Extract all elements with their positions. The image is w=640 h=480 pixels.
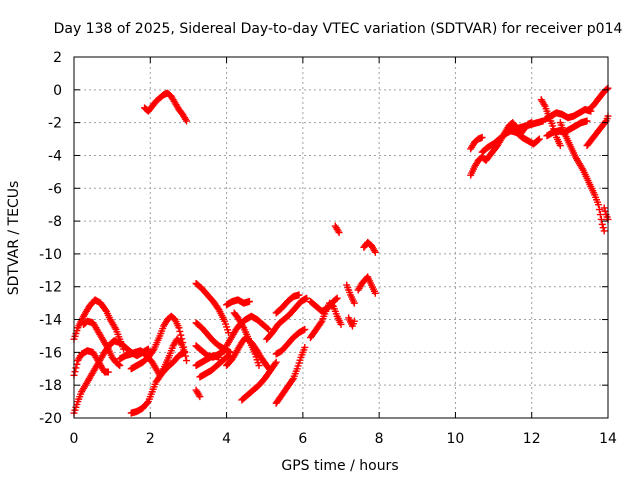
data-point — [603, 85, 611, 93]
data-point — [317, 319, 325, 327]
data-point — [116, 361, 124, 369]
data-point — [177, 331, 185, 339]
x-tick-labels: 0 2 4 6 8 10 12 14 — [70, 431, 617, 447]
data-point — [72, 364, 80, 372]
data-point — [478, 133, 486, 141]
data-point — [175, 324, 183, 332]
data-point — [245, 297, 253, 305]
data-point — [303, 294, 311, 302]
x-tick-label: 6 — [298, 431, 307, 447]
data-point — [224, 352, 232, 360]
data-point — [597, 215, 605, 223]
data-marks — [70, 84, 612, 417]
x-tick-label: 10 — [447, 431, 465, 447]
data-point — [301, 343, 309, 351]
data-point — [221, 347, 229, 355]
y-tick-label: -18 — [39, 378, 62, 394]
data-point — [371, 248, 379, 256]
axis-ticks — [73, 56, 609, 419]
x-tick-label: 12 — [523, 431, 541, 447]
data-point — [143, 399, 151, 407]
data-point — [71, 368, 79, 376]
data-point — [73, 360, 81, 368]
y-tick-label: 0 — [53, 83, 62, 99]
data-point — [149, 346, 157, 354]
data-point — [215, 353, 223, 361]
data-point — [179, 339, 187, 347]
y-tick-label: -10 — [39, 247, 62, 263]
y-tick-label: -14 — [39, 313, 62, 329]
data-point — [288, 376, 296, 384]
x-axis-label: GPS time / hours — [281, 458, 398, 474]
data-point — [535, 135, 543, 143]
data-point — [371, 289, 379, 297]
data-point — [115, 361, 123, 369]
data-point — [534, 136, 542, 144]
data-point — [255, 361, 263, 369]
y-tick-label: -12 — [39, 280, 62, 296]
x-tick-label: 0 — [70, 431, 79, 447]
data-point — [180, 343, 188, 351]
data-point — [583, 117, 591, 125]
data-point — [295, 291, 303, 299]
data-point — [301, 325, 309, 333]
data-point — [183, 357, 191, 365]
y-tick-label: -8 — [48, 214, 62, 230]
x-tick-label: 8 — [375, 431, 384, 447]
data-point — [271, 360, 279, 368]
data-point — [183, 117, 191, 125]
y-tick-label: -20 — [39, 411, 62, 427]
y-tick-label: -2 — [48, 116, 62, 132]
chart-title: Day 138 of 2025, Sidereal Day-to-day VTE… — [54, 21, 623, 37]
data-point — [337, 320, 345, 328]
data-point — [350, 317, 358, 325]
data-point — [595, 206, 603, 214]
y-tick-labels: -20-18-16-14-12-10-8-6-4-202 — [39, 50, 62, 427]
y-tick-label: 2 — [53, 50, 62, 66]
data-point — [600, 204, 608, 212]
y-tick-label: -16 — [39, 345, 62, 361]
data-point — [598, 220, 606, 228]
data-point — [264, 325, 272, 333]
data-point — [272, 358, 280, 366]
data-point — [333, 294, 341, 302]
data-point — [335, 229, 343, 237]
data-point — [601, 207, 609, 215]
data-point — [104, 368, 112, 376]
x-tick-label: 2 — [146, 431, 155, 447]
plot-frame — [73, 56, 609, 419]
data-point — [594, 201, 602, 209]
data-point — [600, 227, 608, 235]
x-tick-label: 4 — [222, 431, 231, 447]
data-point — [599, 224, 607, 232]
y-tick-label: -6 — [48, 181, 62, 197]
data-point — [181, 348, 189, 356]
data-point — [178, 335, 186, 343]
data-point — [350, 299, 358, 307]
y-axis-label: SDTVAR / TECUs — [6, 181, 22, 296]
data-point — [556, 142, 564, 150]
y-tick-label: -4 — [48, 148, 62, 164]
grid-lines — [74, 57, 608, 418]
data-point — [196, 393, 204, 401]
data-point — [332, 295, 340, 303]
x-tick-label: 14 — [599, 431, 617, 447]
data-point — [176, 327, 184, 335]
